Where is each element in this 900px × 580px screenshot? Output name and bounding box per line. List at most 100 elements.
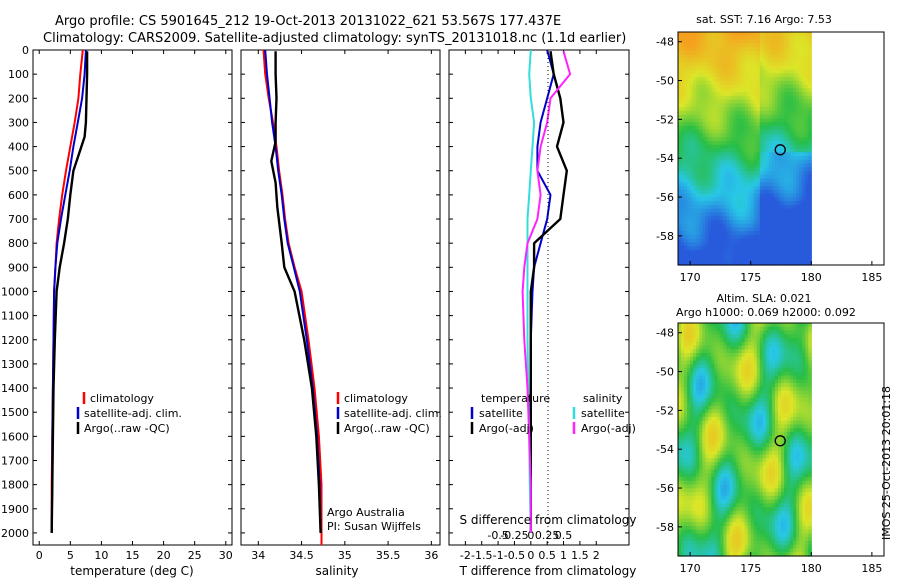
map-cell: [705, 390, 709, 396]
map-cell: [678, 242, 682, 247]
map-cell: [777, 334, 782, 339]
map-cell: [711, 394, 715, 399]
map-cell: [735, 409, 740, 414]
map-cell: [732, 326, 737, 332]
y-tick-label: 400: [8, 141, 29, 154]
map-cell: [681, 77, 685, 82]
map-cell: [738, 35, 743, 41]
map-cell: [759, 84, 764, 89]
map-cell: [714, 223, 718, 229]
map-cell: [784, 326, 788, 332]
map-cell: [762, 167, 767, 172]
map-cell: [762, 356, 767, 362]
map-cell: [741, 242, 746, 247]
map-cell: [750, 375, 755, 380]
map-cell: [747, 35, 752, 41]
map-cell: [720, 341, 725, 347]
map-cell: [765, 443, 770, 448]
map-cell: [681, 398, 685, 403]
map-cell: [705, 223, 709, 229]
map-cell: [771, 465, 776, 471]
map-cell: [753, 193, 758, 198]
map-cell: [762, 193, 767, 198]
map-cell: [729, 413, 734, 418]
map-cell: [678, 465, 682, 471]
map-cell: [705, 246, 709, 251]
map-cell: [741, 473, 746, 478]
map-cell: [777, 477, 782, 482]
map-cell: [708, 148, 712, 153]
map-cell: [753, 330, 758, 335]
map-cell: [684, 219, 688, 225]
map-cell: [735, 219, 740, 225]
map-cell: [684, 469, 688, 474]
map-cell: [756, 338, 761, 343]
map-cell: [717, 208, 722, 213]
map-cell: [705, 249, 709, 255]
map-cell: [765, 156, 770, 161]
map-cell: [784, 394, 788, 399]
map-cell: [690, 88, 694, 93]
map-cell: [735, 182, 740, 187]
map-cell: [762, 118, 767, 123]
map-cell: [802, 330, 806, 335]
map-cell: [784, 122, 788, 127]
map-cell: [732, 390, 737, 396]
map-cell: [681, 216, 685, 221]
map-cell: [750, 480, 755, 486]
map-cell: [717, 140, 722, 146]
map-cell: [802, 129, 806, 135]
map-cell: [796, 462, 800, 467]
map-cell: [750, 80, 755, 86]
map-cell: [729, 171, 734, 176]
map-cell: [714, 231, 718, 236]
map-cell: [799, 201, 803, 206]
map-cell: [768, 152, 773, 157]
map-cell: [765, 398, 770, 403]
map-cell: [771, 234, 776, 240]
map-cell: [726, 383, 731, 388]
map-cell: [759, 212, 764, 217]
map-cell: [699, 420, 703, 426]
map-cell: [717, 338, 722, 343]
map-cell: [753, 95, 758, 101]
map-cell: [796, 54, 800, 59]
map-cell: [687, 69, 691, 74]
map-cell: [687, 227, 691, 232]
map-cell: [711, 125, 715, 131]
map-cell: [693, 39, 697, 44]
map-cell: [717, 253, 722, 259]
map-cell: [687, 171, 691, 176]
map-cell: [705, 118, 709, 123]
map-cell: [802, 398, 806, 403]
map-cell: [714, 92, 718, 97]
map-cell: [717, 77, 722, 82]
map-cell: [711, 110, 715, 116]
map-cell: [732, 484, 737, 489]
map-cell: [741, 390, 746, 396]
map-cell: [687, 47, 691, 52]
map-cell: [808, 462, 812, 467]
map-cell: [771, 73, 776, 78]
map-cell: [711, 201, 715, 206]
series-line-argo-raw-qc-: [50, 51, 89, 533]
map-cell: [678, 186, 682, 191]
map-cell: [735, 484, 740, 489]
map-cell: [705, 261, 709, 266]
map-cell: [690, 420, 694, 426]
map-cell: [793, 193, 797, 198]
map-cell: [768, 383, 773, 388]
map-cell: [777, 345, 782, 350]
map-cell: [687, 379, 691, 384]
map-cell: [708, 231, 712, 236]
map-cell: [747, 219, 752, 225]
map-cell: [714, 253, 718, 259]
map-cell: [753, 231, 758, 236]
map-cell: [726, 405, 731, 411]
map-cell: [732, 92, 737, 97]
map-cell: [781, 484, 785, 489]
map-cell: [723, 356, 728, 362]
map-cell: [805, 219, 809, 225]
map-cell: [690, 193, 694, 198]
map-cell: [714, 424, 718, 429]
